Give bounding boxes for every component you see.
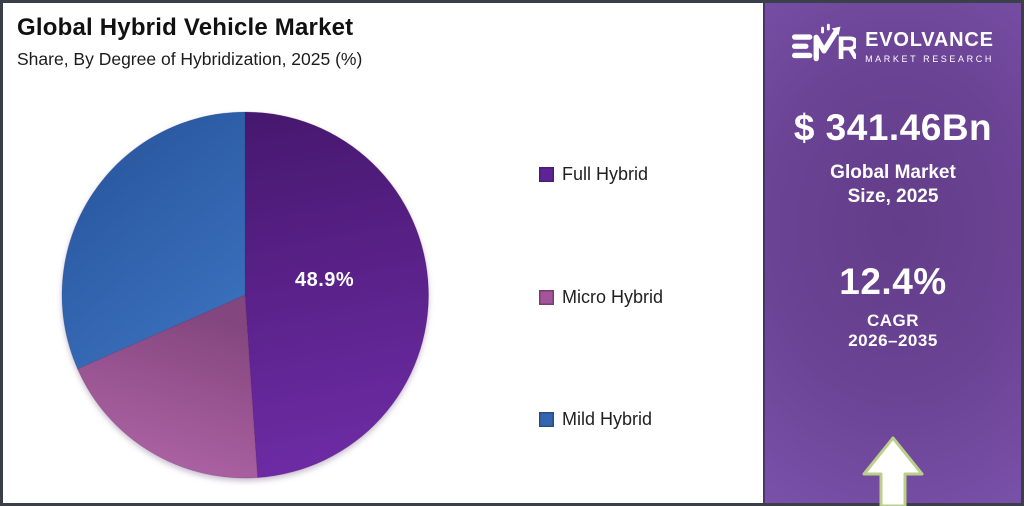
- legend-label: Micro Hybrid: [562, 287, 664, 307]
- pie-slice-micro-hybrid: [76, 294, 259, 479]
- market-size-caption: Global Market Size, 2025: [765, 161, 1021, 209]
- cagr-value: 12.4%: [839, 260, 947, 302]
- brand-tagline: MARKET RESEARCH: [865, 53, 994, 64]
- stats-side-panel: R EVOLVANCE MARKET RESEARCH $ 341.46Bn G…: [763, 3, 1021, 506]
- brand-text: EVOLVANCE MARKET RESEARCH: [865, 29, 994, 64]
- brand-logo: R EVOLVANCE MARKET RESEARCH: [765, 23, 1021, 69]
- pie-slice-full-hybrid: [244, 111, 429, 479]
- market-size-value: $ 341.46Bn: [793, 107, 993, 148]
- page-title: Global Hybrid Vehicle Market: [17, 14, 354, 41]
- legend-swatch-micro-hybrid: [539, 290, 554, 305]
- emr-logo-icon: R: [792, 23, 856, 66]
- legend-item-micro-hybrid: Micro Hybrid: [539, 287, 663, 308]
- legend-item-full-hybrid: Full Hybrid: [539, 164, 648, 185]
- market-size-caption-line2: Size, 2025: [847, 185, 939, 207]
- market-size-block: $ 341.46Bn Global Market Size, 2025: [765, 107, 1021, 209]
- legend-label: Full Hybrid: [562, 164, 649, 184]
- market-size-caption-line1: Global Market: [830, 162, 956, 183]
- pie-chart: [61, 111, 429, 479]
- legend-swatch-mild-hybrid: [539, 412, 554, 427]
- cagr-label: CAGR: [866, 310, 920, 330]
- pie-slice-mild-hybrid: [61, 111, 246, 370]
- pie-chart-svg: [61, 111, 429, 479]
- page-subtitle: Share, By Degree of Hybridization, 2025 …: [17, 49, 363, 69]
- svg-text:R: R: [837, 30, 856, 66]
- legend-item-mild-hybrid: Mild Hybrid: [539, 409, 652, 430]
- growth-arrow-icon: [862, 436, 924, 506]
- legend-swatch-full-hybrid: [539, 167, 554, 182]
- pie-data-label: 48.9%: [295, 269, 355, 291]
- chart-header: Global Hybrid Vehicle Market Share, By D…: [17, 14, 362, 70]
- cagr-period: 2026–2035: [848, 330, 938, 350]
- brand-name: EVOLVANCE: [865, 28, 994, 51]
- cagr-block: 12.4% CAGR 2026–2035: [765, 261, 1021, 351]
- legend-label: Mild Hybrid: [562, 409, 653, 429]
